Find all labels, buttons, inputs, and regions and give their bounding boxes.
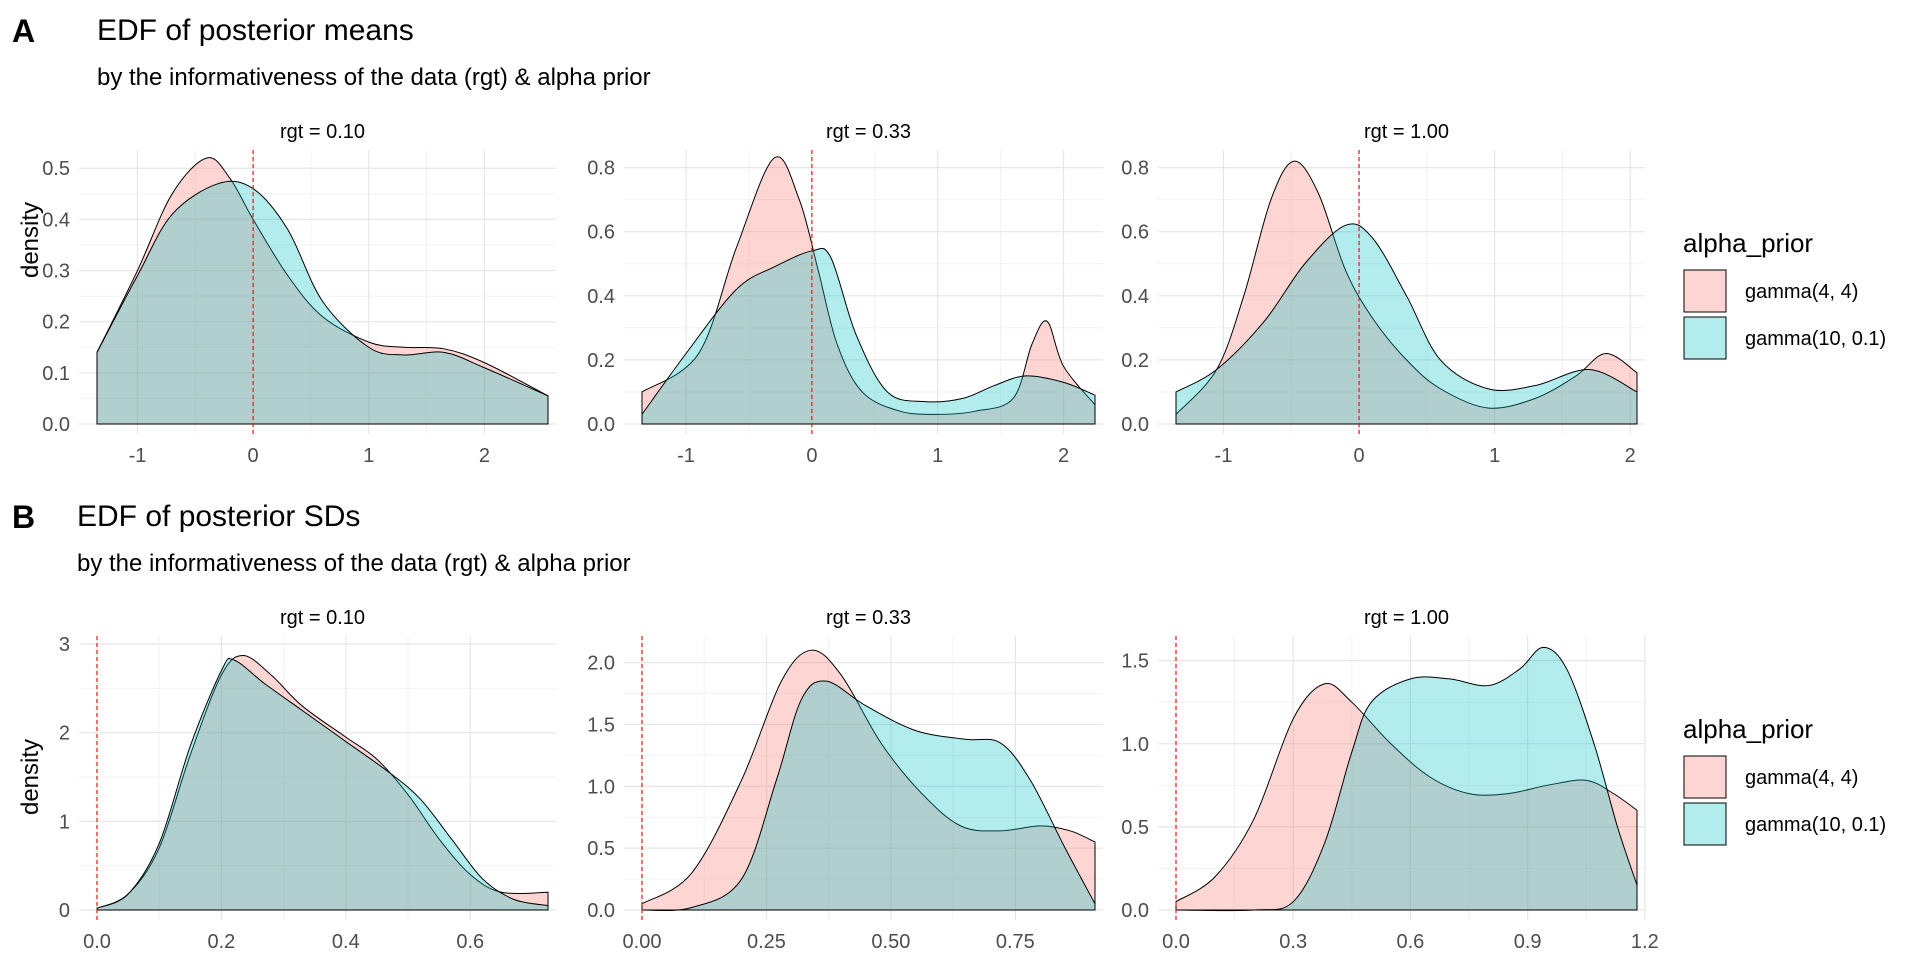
x-tick-label: 0.9: [1514, 931, 1542, 953]
legend-a: alpha_prior gamma(4, 4) gamma(10, 0.1): [1683, 228, 1886, 360]
facet-panel: 0.00 0.25 0.50 0.75 0.0 0.5 1.0 1.5 2.0 rgt = 0.3…: [587, 607, 1103, 953]
facet-strip-label: rgt = 0.10: [280, 121, 365, 143]
y-tick-label: 3: [59, 634, 70, 656]
y-tick-label: 0.8: [1121, 158, 1149, 180]
facet-strip-label: rgt = 1.00: [1364, 607, 1449, 629]
y-axis-label-b: density: [17, 739, 44, 815]
y-tick-label: 0.3: [42, 261, 70, 283]
y-tick-label: 0.0: [587, 900, 615, 922]
x-tick-label: 0.25: [747, 931, 786, 953]
legend-key-gamma-4-4: [1683, 755, 1727, 799]
density-area-gamma-4-4: [1175, 682, 1638, 911]
panel-title-a: EDF of posterior means: [97, 14, 414, 47]
y-tick-label: 0.0: [587, 414, 615, 436]
y-tick-label: 2.0: [587, 653, 615, 675]
legend-title: alpha_prior: [1683, 714, 1813, 744]
y-tick-label: 1.0: [587, 776, 615, 798]
y-tick-label: 0.8: [587, 158, 615, 180]
x-tick-label: 0.75: [996, 931, 1035, 953]
x-tick-label: 0.6: [1397, 931, 1425, 953]
x-tick-label: 0.00: [623, 931, 662, 953]
panel-title-b: EDF of posterior SDs: [77, 500, 360, 533]
y-tick-label: 0.6: [587, 222, 615, 244]
x-tick-label: 0.4: [332, 931, 360, 953]
facet-strip-label: rgt = 0.10: [280, 607, 365, 629]
x-tick-label: 2: [1625, 445, 1636, 467]
density-area-gamma-10-0-1: [1175, 646, 1638, 912]
x-tick-label: 0.50: [871, 931, 910, 953]
y-tick-label: 0.4: [1121, 286, 1149, 308]
density-area-gamma-10-0-1: [96, 180, 549, 425]
x-tick-label: 0: [1353, 445, 1364, 467]
y-tick-label: 1.5: [1121, 651, 1149, 673]
facet-panel: -1 0 1 2 0.0 0.1 0.2 0.3 0.4 0.5 rgt = 0.10: [42, 121, 556, 467]
legend-key-gamma-10-0-1: [1683, 802, 1727, 846]
y-tick-label: 0.0: [1121, 900, 1149, 922]
x-tick-label: 0.6: [456, 931, 484, 953]
density-area-gamma-4-4: [96, 157, 549, 425]
x-tick-label: 2: [479, 445, 490, 467]
x-tick-label: 0: [248, 445, 259, 467]
y-tick-label: 1.5: [587, 714, 615, 736]
facet-panel: 0.0 0.3 0.6 0.9 1.2 0.0 0.5 1.0 1.5 rgt = 1.00: [1121, 607, 1659, 953]
y-tick-label: 0.0: [42, 414, 70, 436]
y-tick-label: 0.4: [42, 209, 70, 231]
legend-b: alpha_prior gamma(4, 4) gamma(10, 0.1): [1683, 714, 1886, 846]
legend-key-gamma-10-0-1: [1683, 316, 1727, 360]
x-tick-label: -1: [129, 445, 147, 467]
facet-strip-label: rgt = 0.33: [826, 121, 911, 143]
y-axis-label-a: density: [17, 202, 44, 278]
y-tick-label: 0.0: [1121, 414, 1149, 436]
x-tick-label: 1.2: [1631, 931, 1659, 953]
x-tick-label: -1: [1215, 445, 1233, 467]
y-tick-label: 0.5: [42, 158, 70, 180]
legend-key-gamma-4-4: [1683, 269, 1727, 313]
x-tick-label: -1: [677, 445, 695, 467]
x-tick-label: 0: [806, 445, 817, 467]
density-area-gamma-4-4: [96, 655, 549, 911]
legend-label: gamma(4, 4): [1745, 281, 1858, 303]
x-tick-label: 1: [363, 445, 374, 467]
y-tick-label: 1.0: [1121, 734, 1149, 756]
density-area-gamma-10-0-1: [641, 247, 1096, 425]
panel-label-b: B: [12, 499, 35, 535]
density-area-gamma-10-0-1: [1175, 223, 1638, 425]
y-tick-label: 0.5: [1121, 817, 1149, 839]
facet-panel: 0.0 0.2 0.4 0.6 0 1 2 3 rgt = 0.10: [59, 607, 556, 953]
density-area-gamma-4-4: [641, 649, 1096, 911]
y-tick-label: 0.5: [587, 838, 615, 860]
legend-label: gamma(4, 4): [1745, 767, 1858, 789]
y-tick-label: 0.4: [587, 286, 615, 308]
panel-label-a: A: [12, 13, 35, 49]
x-tick-label: 0.0: [83, 931, 111, 953]
x-tick-label: 1: [1489, 445, 1500, 467]
legend-label: gamma(10, 0.1): [1745, 328, 1886, 350]
y-tick-label: 0.1: [42, 363, 70, 385]
x-tick-label: 1: [932, 445, 943, 467]
facet-strip-label: rgt = 1.00: [1364, 121, 1449, 143]
x-tick-label: 0.3: [1279, 931, 1307, 953]
facet-panel: -1 0 1 2 0.0 0.2 0.4 0.6 0.8 rgt = 0.33: [587, 121, 1103, 467]
legend-label: gamma(10, 0.1): [1745, 814, 1886, 836]
y-tick-label: 1: [59, 811, 70, 833]
y-tick-label: 0.2: [42, 312, 70, 334]
density-area-gamma-10-0-1: [641, 680, 1096, 912]
density-area-gamma-10-0-1: [96, 658, 549, 911]
x-tick-label: 2: [1058, 445, 1069, 467]
y-tick-label: 0.2: [1121, 350, 1149, 372]
legend-title: alpha_prior: [1683, 228, 1813, 258]
facet-panel: -1 0 1 2 0.0 0.2 0.4 0.6 0.8 rgt = 1.00: [1121, 121, 1645, 467]
y-tick-label: 0: [59, 900, 70, 922]
y-tick-label: 0.2: [587, 350, 615, 372]
x-tick-label: 0.0: [1162, 931, 1190, 953]
x-tick-label: 0.2: [208, 931, 236, 953]
density-area-gamma-4-4: [1175, 160, 1638, 425]
y-tick-label: 2: [59, 723, 70, 745]
density-area-gamma-4-4: [641, 156, 1096, 425]
y-tick-label: 0.6: [1121, 222, 1149, 244]
facet-strip-label: rgt = 0.33: [826, 607, 911, 629]
panel-subtitle-a: by the informativeness of the data (rgt)…: [97, 64, 651, 91]
panel-subtitle-b: by the informativeness of the data (rgt)…: [77, 550, 631, 577]
